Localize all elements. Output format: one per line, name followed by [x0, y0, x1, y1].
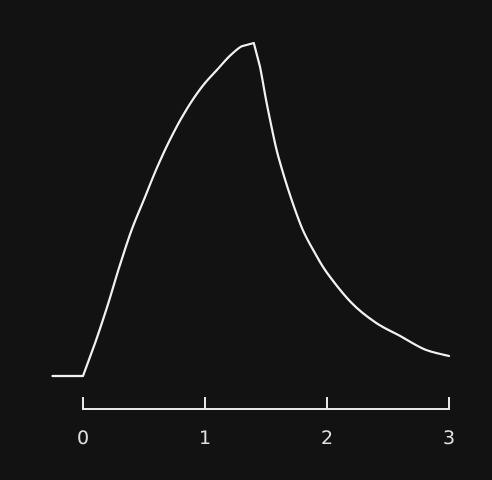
x-tick-label: 0 [77, 427, 89, 449]
x-tick-label: 2 [321, 427, 333, 449]
series-line [51, 41, 451, 378]
x-tick-label: 3 [443, 427, 455, 449]
x-axis: 0 1 2 3 [77, 397, 455, 449]
x-tick-label: 1 [199, 427, 211, 449]
